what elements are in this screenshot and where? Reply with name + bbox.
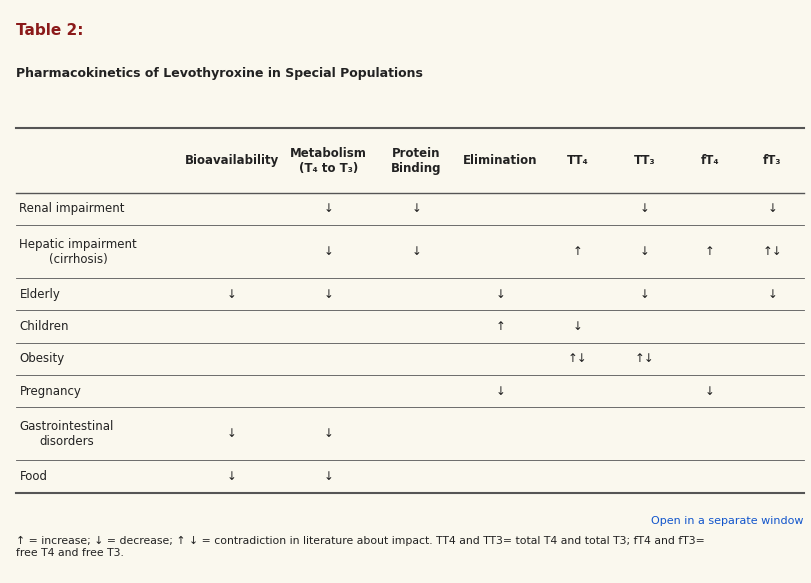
Text: ↑↓: ↑↓ [634,352,654,366]
Text: ↓: ↓ [323,245,333,258]
Text: ↓: ↓ [411,245,421,258]
Text: ↑: ↑ [495,320,504,333]
Text: TT₄: TT₄ [566,154,588,167]
Text: ↓: ↓ [495,385,504,398]
Text: Table 2:: Table 2: [16,23,84,38]
Text: ↓: ↓ [227,288,237,301]
Text: Gastrointestinal
disorders: Gastrointestinal disorders [19,420,114,448]
Text: fT₃: fT₃ [762,154,781,167]
Text: ↓: ↓ [639,288,649,301]
Text: ↓: ↓ [323,470,333,483]
Text: Obesity: Obesity [19,352,65,366]
Text: ↑: ↑ [704,245,714,258]
Text: ↓: ↓ [227,427,237,440]
Text: Metabolism
(T₄ to T₃): Metabolism (T₄ to T₃) [290,146,367,174]
Text: Bioavailability: Bioavailability [185,154,279,167]
Text: ↓: ↓ [639,202,649,215]
Text: ↓: ↓ [495,288,504,301]
Text: Pharmacokinetics of Levothyroxine in Special Populations: Pharmacokinetics of Levothyroxine in Spe… [16,67,423,80]
Text: ↓: ↓ [704,385,714,398]
Text: Open in a separate window: Open in a separate window [650,516,803,526]
Text: ↓: ↓ [766,202,776,215]
Text: Pregnancy: Pregnancy [19,385,81,398]
Text: Elderly: Elderly [19,288,60,301]
Text: Food: Food [19,470,47,483]
Text: fT₄: fT₄ [699,154,718,167]
Text: TT₃: TT₃ [633,154,654,167]
Text: Renal impairment: Renal impairment [19,202,125,215]
Text: ↓: ↓ [411,202,421,215]
Text: ↓: ↓ [323,288,333,301]
Text: ↓: ↓ [766,288,776,301]
Text: ↓: ↓ [639,245,649,258]
Text: Protein
Binding: Protein Binding [391,146,441,174]
Text: ↓: ↓ [323,202,333,215]
Text: ↑: ↑ [572,245,581,258]
Text: ↑↓: ↑↓ [762,245,781,258]
Text: ↓: ↓ [323,427,333,440]
Text: ↓: ↓ [572,320,581,333]
Text: Hepatic impairment
(cirrhosis): Hepatic impairment (cirrhosis) [19,238,137,266]
Text: Children: Children [19,320,69,333]
Text: ↑ = increase; ↓ = decrease; ↑ ↓ = contradiction in literature about impact. TT4 : ↑ = increase; ↓ = decrease; ↑ ↓ = contra… [16,536,704,558]
Text: ↑↓: ↑↓ [567,352,587,366]
Text: Elimination: Elimination [462,154,537,167]
Text: ↓: ↓ [227,470,237,483]
